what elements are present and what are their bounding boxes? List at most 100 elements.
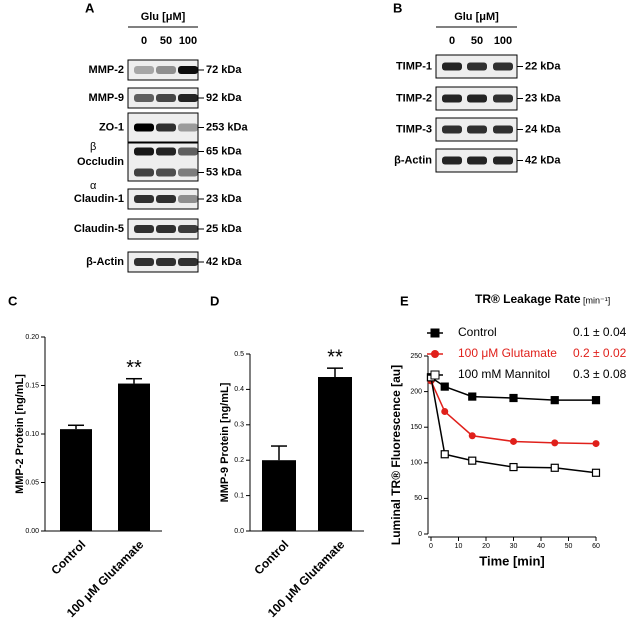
legend-label: Control	[458, 325, 497, 339]
size-label: 23 kDa	[206, 193, 242, 205]
band	[156, 66, 176, 74]
point	[591, 468, 601, 477]
isoform-label: β	[90, 141, 96, 153]
size-label: 25 kDa	[206, 223, 242, 235]
point	[591, 396, 601, 405]
size-label: 23 kDa	[525, 92, 561, 104]
line	[430, 377, 597, 474]
protein-label: Claudin-1	[74, 193, 124, 205]
band	[467, 156, 487, 165]
isoform-label: α	[90, 180, 97, 192]
panel-letter: E	[400, 293, 409, 308]
band	[156, 94, 176, 102]
y-tick-label: 0.2	[234, 457, 244, 464]
y-tick-label: 0.3	[234, 422, 244, 429]
x-tick-label: Control	[48, 537, 88, 577]
protein-label: TIMP-3	[396, 123, 432, 135]
y-tick-label: 0.05	[25, 479, 39, 486]
point	[510, 437, 517, 445]
blot-header: Glu [μM]	[141, 11, 186, 23]
band	[493, 125, 513, 134]
lane-label: 100	[179, 35, 197, 47]
legend-rate: 0.3 ± 0.08	[573, 367, 627, 381]
x-tick-label: 50	[565, 543, 573, 550]
point	[441, 408, 449, 416]
protein-label: TIMP-2	[396, 92, 432, 104]
y-tick-label: 0.0	[234, 528, 244, 535]
band	[442, 156, 462, 165]
y-tick-label: 0.15	[25, 382, 39, 389]
band	[156, 225, 176, 233]
lane-label: 50	[471, 35, 483, 47]
legend-swatch	[430, 328, 440, 338]
protein-label: TIMP-1	[396, 60, 432, 72]
bar	[118, 383, 150, 531]
point	[468, 432, 476, 440]
band	[178, 123, 198, 132]
size-label: 42 kDa	[206, 256, 242, 268]
band	[467, 94, 487, 103]
y-tick-label: 0.4	[234, 386, 244, 393]
protein-label: β-Actin	[86, 256, 124, 268]
legend-rate: 0.1 ± 0.04	[573, 325, 627, 339]
band	[467, 62, 487, 71]
band	[134, 225, 154, 233]
x-tick-label: 0	[429, 543, 433, 550]
band	[156, 147, 176, 156]
size-label: 92 kDa	[206, 92, 242, 104]
y-tick-label: 0	[418, 531, 422, 538]
legend-swatch	[431, 350, 439, 358]
band	[493, 62, 513, 71]
y-tick-label: 0.20	[25, 334, 39, 341]
y-axis-label: Luminal TR® Fluorescence [au]	[389, 365, 403, 545]
panel-letter: A	[85, 0, 95, 15]
legend-label: 100 mM Mannitol	[458, 367, 550, 381]
x-tick-label: Control	[251, 537, 291, 577]
band	[178, 147, 198, 156]
panel-letter: B	[393, 0, 402, 15]
band	[442, 94, 462, 103]
band	[134, 147, 154, 156]
y-tick-label: 0.10	[25, 431, 39, 438]
chart-title-unit: [min⁻¹]	[583, 295, 610, 305]
point	[550, 396, 559, 405]
bar	[60, 429, 92, 531]
band	[156, 195, 176, 203]
band	[493, 94, 513, 103]
band	[134, 258, 154, 266]
size-label: 42 kDa	[525, 154, 561, 166]
size-label: 22 kDa	[525, 60, 561, 72]
lane-label: 0	[449, 35, 455, 47]
band	[156, 123, 176, 132]
protein-label: MMP-2	[89, 64, 124, 76]
point	[468, 392, 477, 401]
band	[134, 66, 154, 74]
point	[592, 440, 600, 448]
chart-title: TR® Leakage Rate	[475, 292, 581, 306]
y-tick-label: 50	[414, 495, 422, 502]
y-tick-label: 0.00	[25, 528, 39, 535]
y-tick-label: 100	[410, 460, 422, 467]
y-tick-label: 0.1	[234, 492, 244, 499]
protein-label: Occludin	[77, 156, 124, 168]
point	[551, 439, 559, 447]
size-label: 65 kDa	[206, 145, 242, 157]
y-tick-label: 150	[410, 424, 422, 431]
point	[509, 393, 518, 403]
point	[440, 382, 449, 391]
panel-letter: C	[8, 293, 18, 308]
band	[178, 94, 198, 102]
lane-label: 0	[141, 35, 147, 47]
legend-rate: 0.2 ± 0.02	[573, 346, 627, 360]
band	[178, 225, 198, 233]
y-tick-label: 0.5	[234, 351, 244, 358]
bar	[318, 377, 352, 531]
size-label: 24 kDa	[525, 123, 561, 135]
band	[467, 125, 487, 134]
size-label: 72 kDa	[206, 64, 242, 76]
significance: **	[327, 346, 343, 368]
y-axis-label: MMP-9 Protein [ng/mL]	[219, 382, 231, 502]
x-tick-label: 10	[455, 543, 463, 550]
band	[156, 258, 176, 266]
